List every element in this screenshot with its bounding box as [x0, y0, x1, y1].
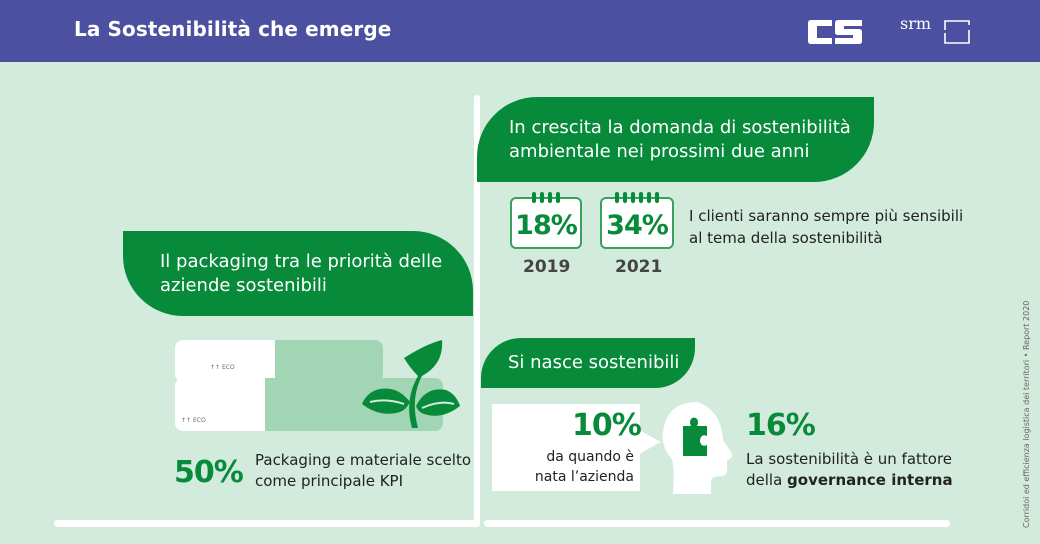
- calendar-rings-icon: [512, 192, 580, 203]
- page-title: La Sostenibilità che emerge: [74, 17, 392, 41]
- packaging-heading: Il packaging tra le priorità delle azien…: [123, 231, 473, 316]
- calendar-2021: 34%: [600, 192, 674, 249]
- demand-description-line2: al tema della sostenibilità: [689, 229, 883, 247]
- srm-logo: srm: [900, 14, 932, 33]
- calendar-rings-icon: [602, 192, 672, 203]
- born-stat1-description: da quando è nata l’azienda: [500, 447, 634, 487]
- bottom-divider-right: [484, 520, 950, 527]
- cs-logo-icon: [808, 20, 862, 44]
- vertical-divider: [474, 95, 480, 527]
- eco-label-text: ECO: [221, 364, 235, 371]
- packaging-heading-line2: aziende sostenibili: [160, 275, 327, 296]
- calendar-2019: 18%: [510, 192, 582, 249]
- born-stat2-line1: La sostenibilità è un fattore: [746, 450, 953, 468]
- born-stat2-line2-prefix: della: [746, 471, 788, 489]
- born-stat1-line1: da quando è: [546, 449, 634, 465]
- arrows-up-icon: ↑↑: [210, 364, 222, 371]
- year-2021-label: 2021: [615, 257, 663, 277]
- packaging-stat-line2: come principale KPI: [255, 472, 403, 490]
- born-stat2-line2: della governance interna: [746, 470, 953, 491]
- speech-bubble-tail: [639, 430, 661, 454]
- head-puzzle-icon: [662, 402, 732, 494]
- package-box-bottom-label: [175, 378, 265, 431]
- eco-label: ↑↑ ECO: [181, 417, 206, 424]
- demand-heading-line1: In crescita la domanda di sostenibilità: [509, 117, 851, 138]
- side-note: Corridoi ed efficienza logistica dei ter…: [1022, 300, 1031, 528]
- demand-description: I clienti saranno sempre più sensibili a…: [689, 205, 963, 249]
- srm-box-icon: [944, 20, 970, 44]
- eco-label: ↑↑ ECO: [210, 364, 235, 371]
- born-stat2-value: 16%: [746, 408, 816, 443]
- speech-bubble: [492, 404, 640, 491]
- born-stat2-description: La sostenibilità è un fattore della gove…: [746, 449, 953, 491]
- packaging-stat-value: 50%: [174, 455, 244, 490]
- eco-label-text: ECO: [192, 417, 206, 424]
- stat-2021-value: 34%: [606, 210, 669, 241]
- header-bar: La Sostenibilità che emerge srm: [0, 0, 1040, 62]
- package-box-top-label: [175, 340, 275, 382]
- demand-description-line1: I clienti saranno sempre più sensibili: [689, 207, 964, 225]
- sprout-icon: [362, 340, 460, 428]
- stat-2019-value: 18%: [515, 210, 578, 241]
- year-2019-label: 2019: [523, 257, 571, 277]
- packaging-heading-line1: Il packaging tra le priorità delle: [160, 251, 443, 272]
- demand-heading: In crescita la domanda di sostenibilità …: [477, 97, 874, 182]
- packaging-stat-line1: Packaging e materiale scelto: [255, 451, 472, 469]
- bottom-divider-left: [54, 520, 480, 527]
- born-stat1-line2: nata l’azienda: [534, 469, 634, 485]
- demand-heading-line2: ambientale nei prossimi due anni: [509, 141, 810, 162]
- packaging-stat-description: Packaging e materiale scelto come princi…: [255, 450, 471, 492]
- born-sustainable-heading: Si nasce sostenibili: [481, 338, 695, 388]
- born-stat2-line2-bold: governance interna: [787, 471, 953, 489]
- arrows-up-icon: ↑↑: [181, 417, 193, 424]
- born-stat1-value: 10%: [572, 408, 642, 443]
